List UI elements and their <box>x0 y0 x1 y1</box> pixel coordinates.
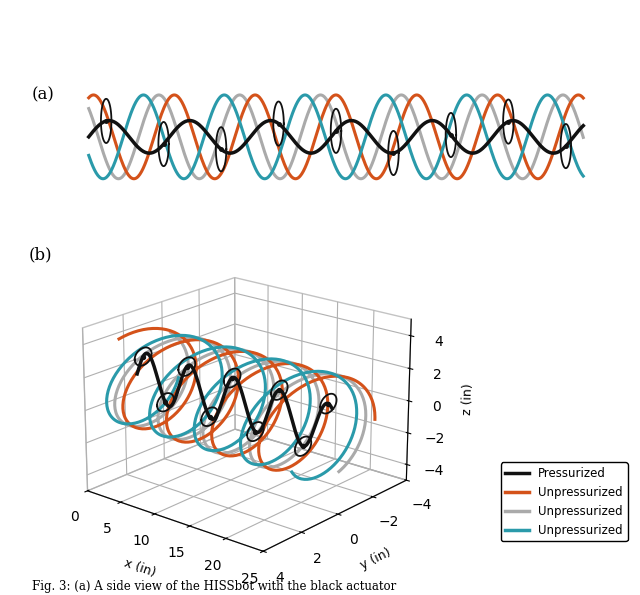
Text: (a): (a) <box>31 86 54 103</box>
Text: Fig. 3: (a) A side view of the HISSbot with the black actuator: Fig. 3: (a) A side view of the HISSbot w… <box>32 580 396 593</box>
Y-axis label: y (in): y (in) <box>358 546 393 572</box>
Legend: Pressurized, Unpressurized, Unpressurized, Unpressurized: Pressurized, Unpressurized, Unpressurize… <box>500 462 628 541</box>
Text: (b): (b) <box>29 246 52 264</box>
X-axis label: x (in): x (in) <box>123 556 157 580</box>
